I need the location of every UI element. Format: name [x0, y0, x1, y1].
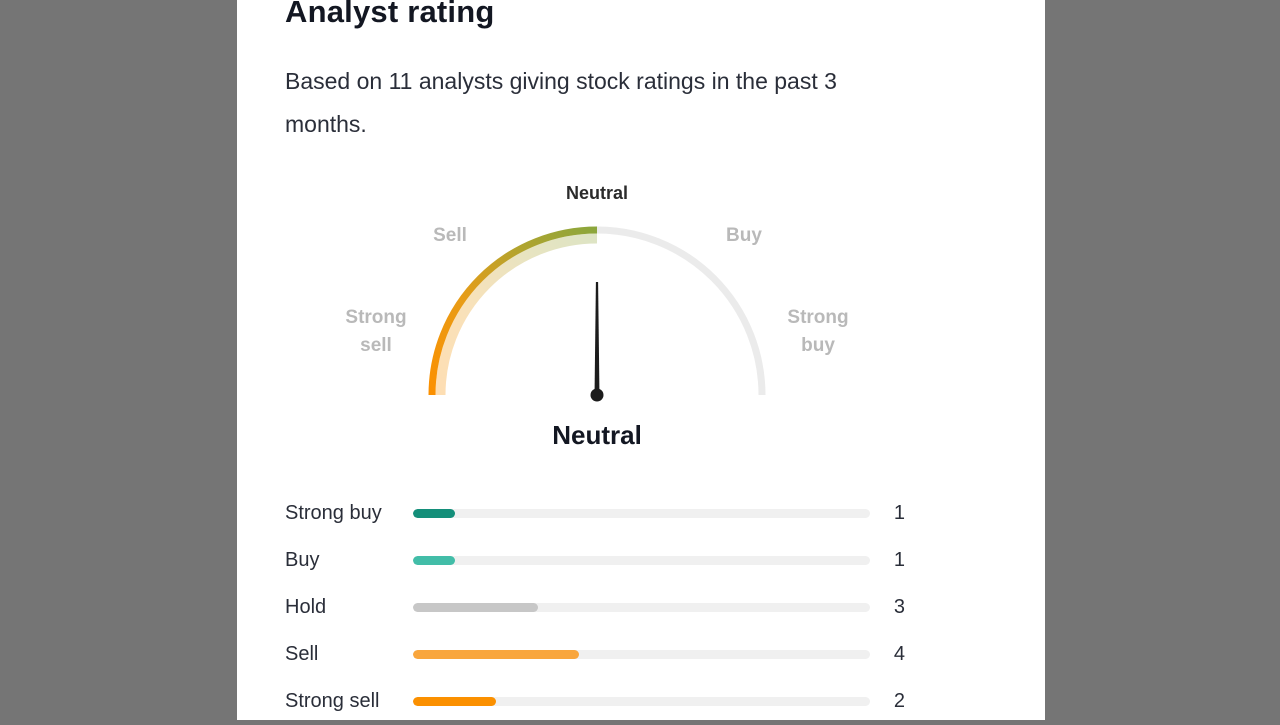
gauge-label-neutral: Neutral — [565, 183, 629, 203]
analyst-rating-widget: Analyst rating Based on 11 analysts givi… — [237, 0, 1045, 720]
rating-count: 2 — [893, 690, 905, 712]
rating-count: 3 — [893, 596, 905, 618]
gauge-track-arc — [596, 226, 766, 396]
rating-bar-track — [413, 603, 870, 612]
gauge-current-value: Neutral — [552, 420, 642, 450]
page-title: Analyst rating — [285, 0, 495, 29]
rating-label: Strong sell — [285, 690, 380, 712]
subtitle: Based on 11 analysts giving stock rating… — [285, 68, 837, 137]
ratings-bar-list: Strong buy 1 Buy 1 Hold 3 Sell 4 Strong … — [285, 490, 905, 725]
rating-bar-fill — [413, 697, 497, 706]
rating-row-hold: Hold 3 — [285, 584, 905, 631]
rating-bar-track — [413, 509, 870, 518]
gauge-needle — [594, 282, 600, 389]
gauge-label-buy: Buy — [726, 225, 762, 246]
rating-bar-fill — [413, 556, 455, 565]
rating-count: 4 — [893, 643, 905, 665]
rating-gauge — [428, 226, 766, 402]
gauge-value-arc — [428, 226, 598, 396]
rating-label: Buy — [285, 549, 320, 571]
rating-row-strong-sell: Strong sell 2 — [285, 678, 905, 725]
rating-bar-fill — [413, 650, 580, 659]
rating-bar-fill — [413, 603, 538, 612]
rating-label: Hold — [285, 596, 327, 618]
rating-bar-track — [413, 650, 870, 659]
rating-bar-fill — [413, 509, 455, 518]
rating-label: Sell — [285, 643, 319, 665]
rating-bar-track — [413, 556, 870, 565]
rating-row-strong-buy: Strong buy 1 — [285, 490, 905, 537]
rating-count: 1 — [893, 502, 905, 524]
gauge-label-sell: Sell — [433, 225, 467, 246]
rating-count: 1 — [893, 549, 905, 571]
gauge-label-strong-sell: Strong sell — [345, 307, 407, 356]
rating-row-buy: Buy 1 — [285, 537, 905, 584]
gauge-faded-arc — [435, 233, 598, 396]
rating-bar-track — [413, 697, 870, 706]
rating-label: Strong buy — [285, 502, 382, 524]
rating-row-sell: Sell 4 — [285, 631, 905, 678]
gauge-needle-hub — [590, 388, 604, 402]
gauge-label-strong-buy: Strong buy — [787, 307, 849, 356]
